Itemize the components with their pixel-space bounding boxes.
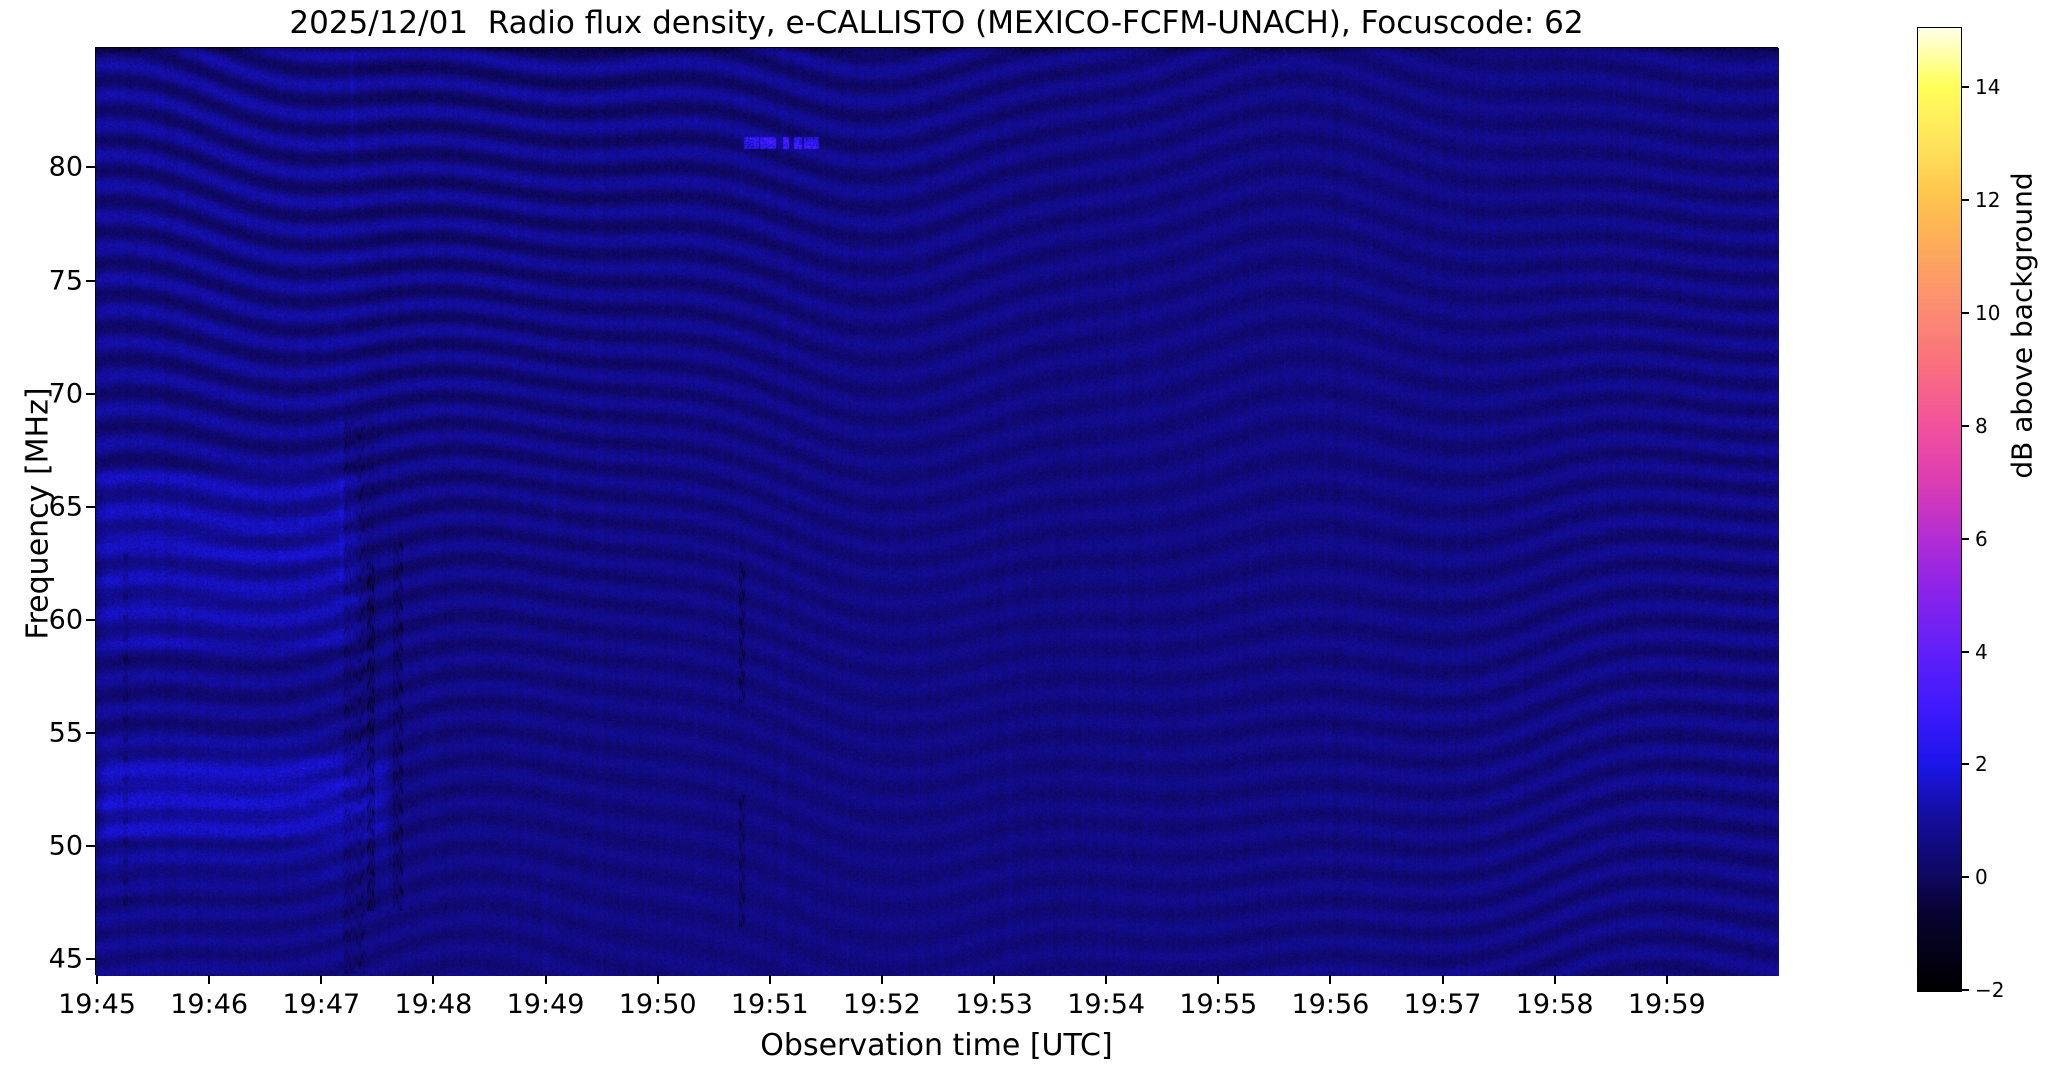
x-tick-label: 19:45 — [58, 989, 136, 1020]
x-tick-label: 19:52 — [842, 989, 921, 1020]
y-tick-mark — [86, 392, 95, 395]
y-tick-mark — [86, 618, 95, 621]
colorbar-tick-mark — [1962, 763, 1969, 766]
y-tick-mark — [86, 505, 95, 508]
x-tick-label: 19:49 — [506, 989, 585, 1020]
colorbar-tick-label: 2 — [1975, 752, 1988, 777]
y-tick-label: 75 — [48, 265, 83, 297]
x-tick-mark — [320, 975, 323, 984]
x-tick-label: 19:56 — [1291, 989, 1370, 1020]
colorbar-tick-mark — [1962, 424, 1969, 427]
y-tick-label: 65 — [48, 491, 83, 523]
y-tick-label: 55 — [48, 717, 83, 749]
x-tick-label: 19:47 — [282, 989, 361, 1020]
x-axis-label: Observation time [UTC] — [760, 1028, 1113, 1063]
x-tick-label: 19:54 — [1067, 989, 1146, 1020]
colorbar-tick-mark — [1962, 312, 1969, 315]
x-tick-mark — [993, 975, 996, 984]
y-tick-mark — [86, 957, 95, 960]
x-tick-mark — [432, 975, 435, 984]
y-tick-mark — [86, 844, 95, 847]
x-tick-label: 19:46 — [170, 989, 249, 1020]
x-tick-mark — [1441, 975, 1444, 984]
colorbar-tick-mark — [1962, 650, 1969, 653]
x-tick-mark — [768, 975, 771, 984]
spectrogram-plot-area — [95, 47, 1779, 976]
colorbar-tick-mark — [1962, 537, 1969, 540]
x-tick-mark — [1665, 975, 1668, 984]
y-tick-label: 50 — [48, 830, 83, 862]
y-tick-mark — [86, 279, 95, 282]
x-tick-label: 19:53 — [955, 989, 1033, 1020]
colorbar-tick-mark — [1962, 86, 1969, 89]
spectrogram-image — [96, 48, 1779, 976]
x-tick-label: 19:58 — [1515, 989, 1594, 1020]
colorbar-tick-label: 12 — [1975, 188, 2001, 213]
x-tick-mark — [880, 975, 883, 984]
colorbar-tick-label: 10 — [1975, 301, 2001, 326]
x-tick-mark — [1329, 975, 1332, 984]
colorbar-tick-mark — [1962, 989, 1969, 991]
colorbar-tick-label: 4 — [1975, 639, 1988, 664]
y-tick-label: 60 — [48, 604, 83, 636]
colorbar-tick-mark — [1962, 876, 1969, 879]
chart-title: 2025/12/01 Radio flux density, e-CALLIST… — [289, 5, 1584, 41]
x-tick-label: 19:55 — [1179, 989, 1258, 1020]
y-tick-mark — [86, 166, 95, 169]
y-tick-label: 80 — [48, 151, 83, 183]
x-tick-mark — [96, 975, 99, 984]
x-tick-mark — [656, 975, 659, 984]
x-tick-label: 19:59 — [1627, 989, 1706, 1020]
x-tick-mark — [208, 975, 211, 984]
x-tick-mark — [1553, 975, 1556, 984]
x-tick-mark — [1217, 975, 1220, 984]
y-tick-mark — [86, 731, 95, 734]
x-tick-label: 19:48 — [394, 989, 473, 1020]
colorbar-tick-label: −2 — [1975, 978, 2005, 1002]
colorbar-tick-mark — [1962, 199, 1969, 202]
colorbar-tick-label: 6 — [1975, 526, 1988, 551]
x-tick-mark — [544, 975, 547, 984]
colorbar-gradient — [1918, 28, 1961, 991]
colorbar-tick-label: 8 — [1975, 413, 1988, 438]
x-tick-mark — [1105, 975, 1108, 984]
y-tick-label: 45 — [48, 943, 83, 975]
colorbar-label: dB above background — [2005, 172, 2039, 479]
colorbar-tick-label: 14 — [1975, 75, 2001, 100]
x-tick-label: 19:51 — [730, 989, 809, 1020]
x-tick-label: 19:57 — [1403, 989, 1482, 1020]
x-tick-label: 19:50 — [618, 989, 697, 1020]
y-tick-label: 70 — [48, 378, 83, 410]
colorbar-tick-label: 0 — [1975, 865, 1988, 890]
colorbar — [1917, 27, 1962, 992]
